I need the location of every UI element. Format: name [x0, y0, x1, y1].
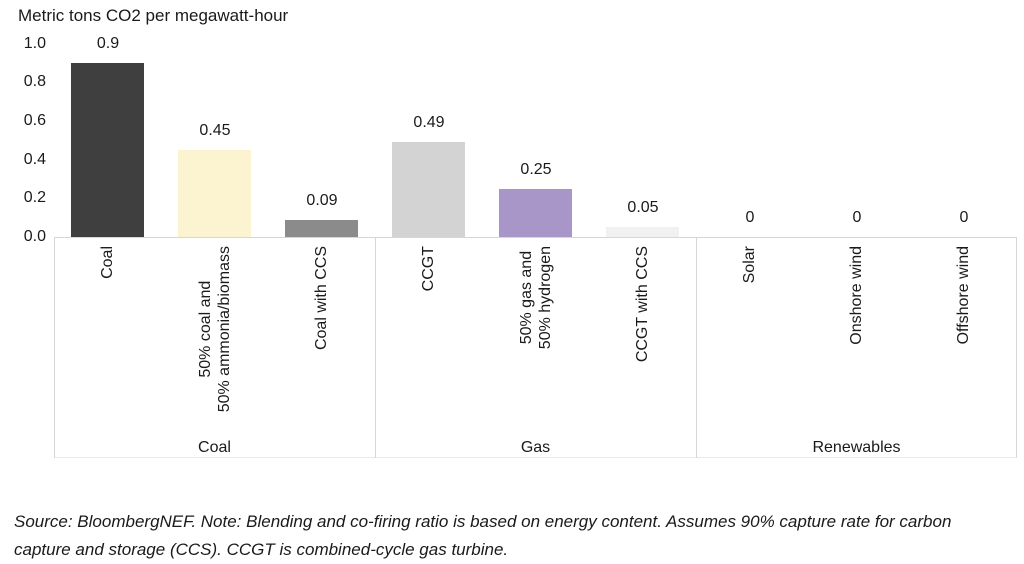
- value-label-coal: 0.9: [96, 35, 120, 52]
- y-axis-tick-label: 0.2: [23, 189, 46, 207]
- category-label-ccgt: CCGT: [420, 246, 437, 292]
- bar-50-gas-and-50-hydrogen: [499, 189, 572, 237]
- value-label-onshore-wind: 0: [852, 209, 862, 226]
- value-label-offshore-wind: 0: [959, 209, 969, 226]
- category-label-coal-with-ccs: Coal with CCS: [313, 246, 330, 351]
- value-label-50-coal-and-50-ammonia-biomass: 0.45: [199, 122, 231, 139]
- category-label-solar: Solar: [741, 246, 758, 284]
- chart-title: Metric tons CO2 per megawatt-hour: [18, 6, 289, 25]
- category-label-50-coal-and-50-ammonia-biomass: 50% coal and 50% ammonia/biomass: [197, 246, 233, 413]
- value-label-ccgt-with-ccs: 0.05: [627, 199, 659, 216]
- category-label-ccgt-with-ccs: CCGT with CCS: [634, 246, 651, 363]
- value-label-ccgt: 0.49: [413, 114, 445, 131]
- value-label-solar: 0: [745, 209, 755, 226]
- bar-coal-with-ccs: [285, 220, 358, 237]
- value-label-coal-with-ccs: 0.09: [306, 192, 338, 209]
- y-axis-tick-label: 0.4: [23, 150, 46, 168]
- y-axis-tick-label: 1.0: [23, 34, 46, 52]
- y-axis-tick-label: 0.6: [23, 111, 46, 129]
- value-label-50-gas-and-50-hydrogen: 0.25: [520, 161, 552, 178]
- category-label-coal: Coal: [99, 246, 116, 279]
- footnote: Source: BloombergNEF. Note: Blending and…: [14, 512, 952, 559]
- group-label-renewables: Renewables: [812, 439, 901, 456]
- group-label-gas: Gas: [520, 439, 551, 456]
- group-label-coal: Coal: [198, 439, 231, 456]
- group-divider: [375, 238, 376, 458]
- bar-ccgt: [392, 142, 465, 237]
- category-label-onshore-wind: Onshore wind: [848, 246, 865, 345]
- y-axis-tick-label: 0.8: [23, 73, 46, 91]
- bar-50-coal-and-50-ammonia-biomass: [178, 150, 251, 237]
- y-axis-tick-label: 0.0: [23, 228, 46, 245]
- bar-ccgt-with-ccs: [606, 227, 679, 237]
- bar-coal: [71, 63, 144, 237]
- category-box: [54, 237, 1017, 458]
- group-divider: [696, 238, 697, 458]
- category-label-offshore-wind: Offshore wind: [955, 246, 972, 345]
- category-label-50-gas-and-50-hydrogen: 50% gas and 50% hydrogen: [518, 246, 554, 350]
